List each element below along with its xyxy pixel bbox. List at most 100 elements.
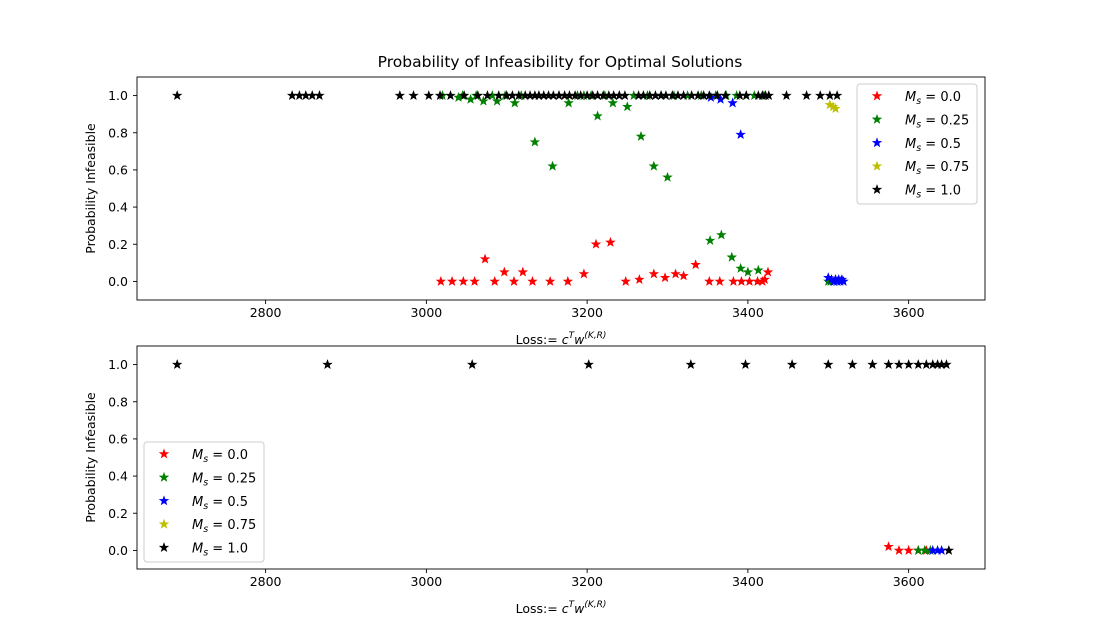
legend-label: Ms = 0.0 (905, 90, 961, 107)
legend-box (143, 441, 265, 563)
data-point-star (508, 275, 520, 286)
data-point-star (714, 275, 725, 286)
legend-marker (871, 137, 883, 148)
data-point-star (171, 359, 183, 370)
data-point-star (704, 275, 715, 286)
legend-box (856, 83, 978, 205)
data-point-star (322, 359, 333, 370)
legend-marker (158, 518, 170, 529)
data-point-star (529, 136, 541, 147)
data-point-star (562, 275, 574, 286)
data-point-star (479, 253, 491, 264)
x-tick-label: 3000 (410, 574, 442, 589)
data-point-star (678, 270, 689, 281)
y-tick-label: 0.6 (108, 162, 128, 177)
legend-label: Ms = 0.75 (905, 160, 969, 177)
y-tick-label: 0.2 (108, 506, 128, 521)
chart-title: Probability of Infeasibility for Optimal… (378, 53, 743, 71)
series-4 (171, 359, 955, 555)
data-point-star (472, 90, 484, 101)
data-point-star (423, 90, 434, 101)
data-point-star (434, 90, 446, 101)
legend-marker (871, 184, 883, 195)
data-point-star (394, 90, 406, 101)
data-point-star (941, 359, 952, 370)
data-point-star (903, 544, 914, 555)
data-point-star (465, 93, 476, 104)
x-axis-label: Loss:= cTw(K,R) (516, 600, 607, 616)
x-tick-label: 3600 (893, 305, 925, 320)
data-point-star (823, 359, 834, 370)
data-point-star (605, 236, 616, 247)
legend: Ms = 0.0 Ms = 0.25 Ms = 0.5 Ms = 0.75 Ms = 1… (143, 441, 265, 563)
data-point-star (517, 266, 529, 277)
data-point-star (622, 101, 633, 112)
data-point-star (590, 238, 602, 249)
data-point-star (648, 268, 660, 279)
data-point-star (634, 274, 645, 284)
data-point-star (592, 110, 603, 121)
data-point-star (727, 97, 738, 108)
data-point-star (704, 235, 716, 245)
data-point-star (619, 90, 631, 101)
data-point-star (831, 90, 843, 101)
data-point-star (648, 160, 660, 171)
axes-frame (136, 345, 986, 570)
x-tick-label: 3400 (732, 305, 764, 320)
x-tick-label: 3200 (571, 574, 603, 589)
data-point-star (458, 275, 469, 286)
series-3 (824, 99, 841, 114)
data-point-star (786, 359, 798, 370)
data-point-star (883, 541, 894, 552)
data-point-star (583, 359, 594, 370)
legend-label: Ms = 0.75 (192, 518, 256, 535)
data-point-star (685, 359, 697, 370)
data-point-star (753, 264, 764, 275)
data-point-star (830, 103, 841, 114)
data-point-star (720, 90, 731, 101)
data-point-star (893, 544, 905, 555)
y-tick-label: 0.4 (108, 200, 128, 215)
data-point-star (435, 275, 447, 286)
data-point-star (489, 275, 500, 286)
data-point-star (563, 97, 574, 108)
series-2 (705, 91, 849, 286)
data-point-star (544, 275, 556, 286)
data-point-star (726, 251, 738, 262)
data-point-star (491, 95, 503, 106)
y-tick-label: 0.2 (108, 237, 128, 252)
legend-label: Ms = 1.0 (905, 184, 961, 201)
legend-label: Ms = 0.5 (192, 495, 248, 512)
data-point-star (469, 275, 480, 286)
data-point-star (735, 129, 746, 140)
data-point-star (482, 90, 493, 101)
legend: Ms = 0.0 Ms = 0.25 Ms = 0.5 Ms = 0.75 Ms = 1… (856, 83, 978, 205)
data-point-star (171, 90, 183, 101)
x-tick-label: 3400 (732, 574, 764, 589)
data-point-star (883, 359, 894, 370)
legend-marker (158, 495, 170, 506)
data-point-star (815, 90, 826, 101)
bottom-plot: 2800 3000 3200 3400 3600 0.0 0.2 0.4 0.6 0.8 1.0 Pr… (83, 345, 986, 616)
data-point-star (445, 90, 456, 101)
data-point-star (607, 97, 619, 108)
data-point-star (690, 259, 701, 270)
data-point-star (762, 266, 774, 277)
legend-label: Ms = 1.0 (192, 542, 248, 559)
data-point-star (759, 274, 770, 284)
data-point-star (662, 171, 673, 182)
legend-label: Ms = 0.5 (905, 137, 961, 154)
data-point-star (903, 359, 914, 370)
axes-frame (136, 76, 986, 301)
data-point-star (740, 359, 751, 370)
y-tick-label: 1.0 (108, 357, 128, 372)
legend-marker (871, 90, 883, 101)
data-point-star (578, 268, 590, 279)
data-point-star (741, 90, 752, 101)
data-point-star (635, 130, 647, 141)
data-point-star (408, 90, 419, 101)
data-points (171, 90, 849, 286)
series-0 (435, 236, 774, 286)
data-point-star (742, 266, 754, 277)
